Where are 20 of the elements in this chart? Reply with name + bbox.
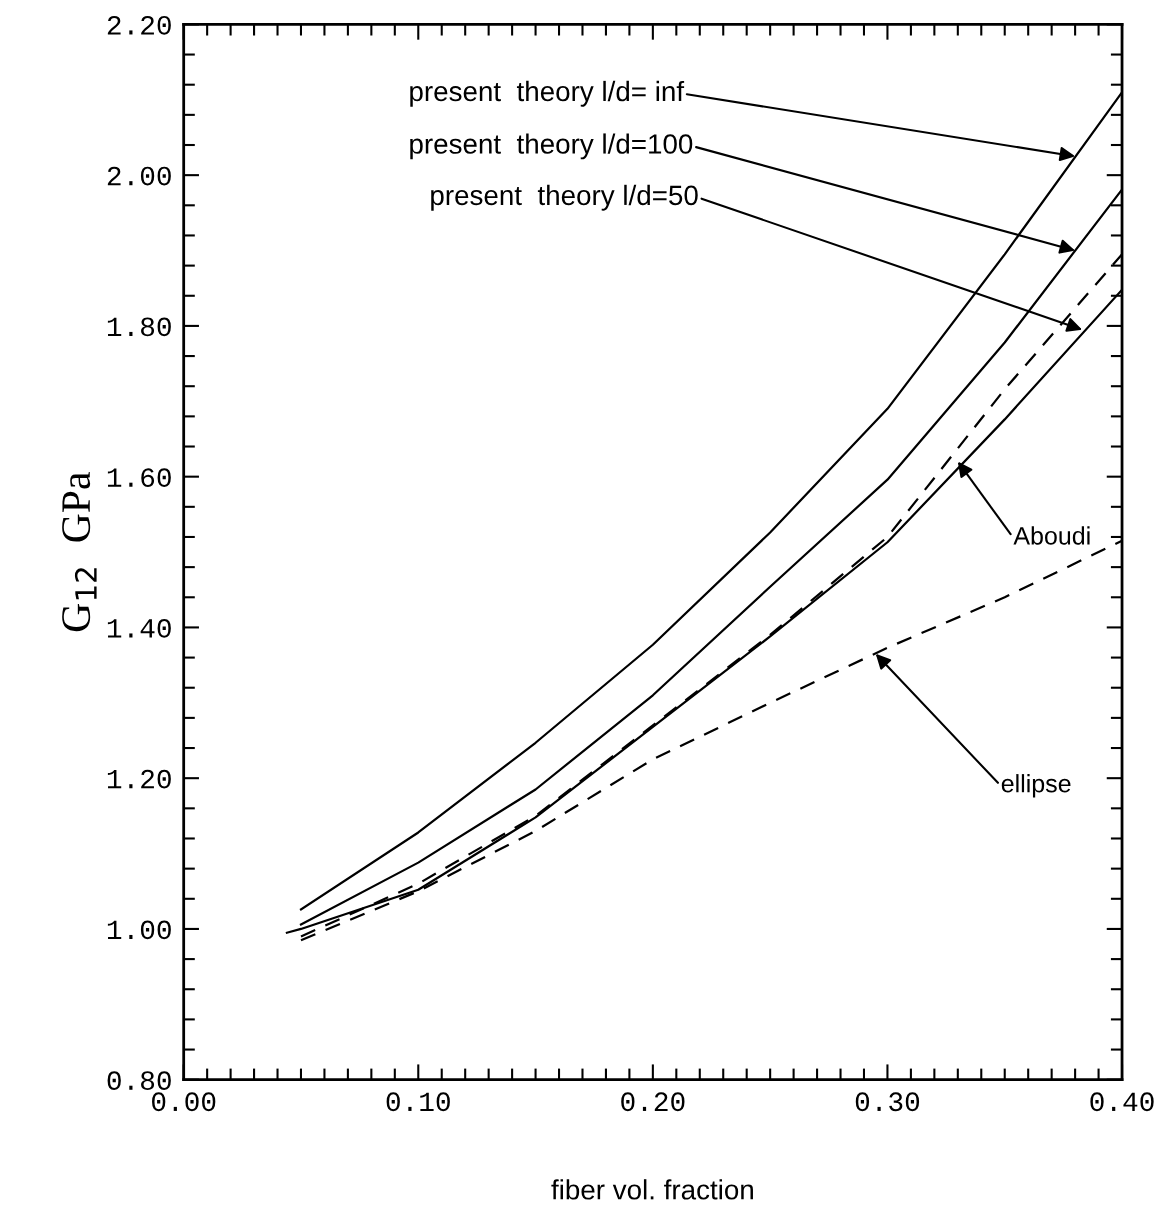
y-tick-label: 1.60 <box>107 468 171 488</box>
annotation: ellipse <box>1001 774 1071 798</box>
annotation: Aboudi <box>1013 526 1090 545</box>
x-tick-label: 0.10 <box>386 1092 450 1112</box>
y-tick-label: 1.20 <box>107 769 171 789</box>
y-axis-title: G$_{12}$ GPa <box>62 472 97 632</box>
y-tick-label: 2.20 <box>107 15 171 35</box>
x-axis-title: fiber vol. fraction <box>551 1179 753 1200</box>
x-tick-label: 0.40 <box>1090 1092 1154 1112</box>
annotation: present theory l/d=100 <box>410 133 693 160</box>
x-tick-label: 0.30 <box>855 1092 920 1112</box>
x-tick-label: 0.00 <box>152 1092 216 1112</box>
y-tick-label: 2.00 <box>107 166 171 186</box>
y-tick-label: 1.40 <box>107 618 171 638</box>
annotation: present theory l/d=50 <box>431 184 698 211</box>
y-tick-label: 0.80 <box>107 1071 171 1091</box>
annotation: present theory l/d= inf <box>410 80 685 107</box>
y-tick-label: 1.00 <box>107 920 171 940</box>
x-tick-label: 0.20 <box>621 1092 685 1112</box>
y-tick-label: 1.80 <box>107 317 171 337</box>
